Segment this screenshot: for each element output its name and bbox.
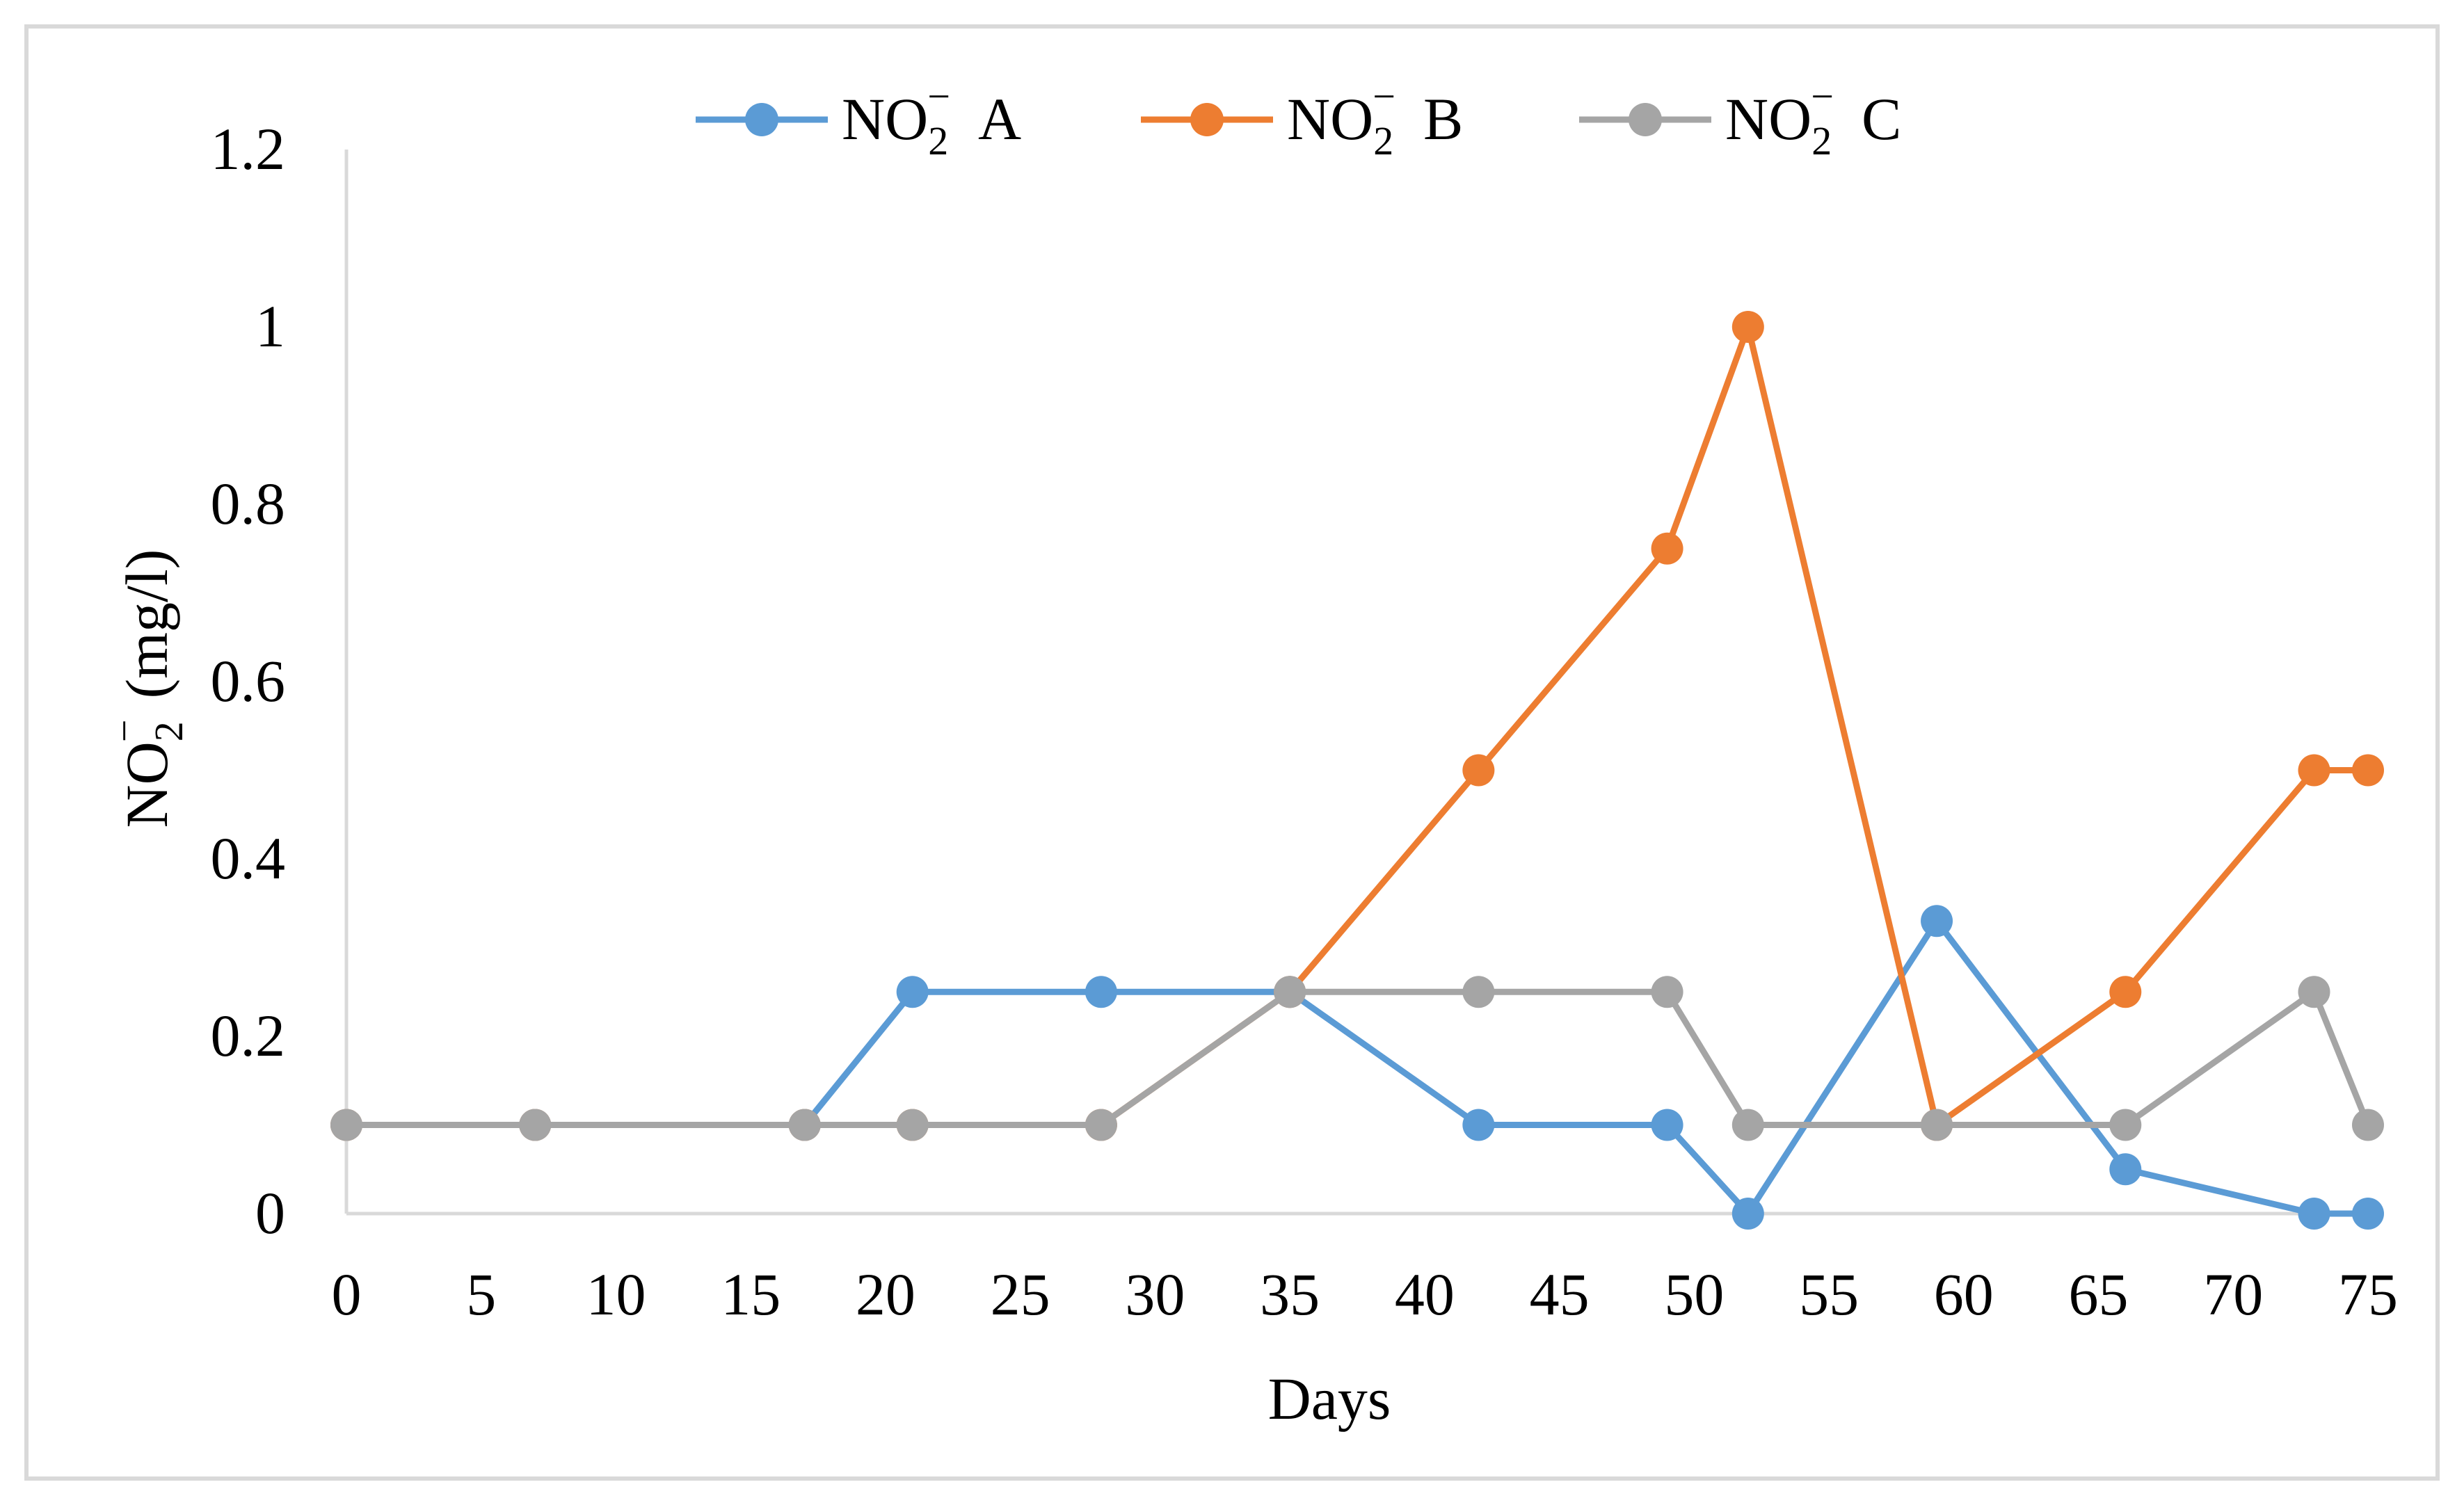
y-tick-label: 0.8 [211, 470, 286, 537]
data-point [1651, 1109, 1683, 1141]
legend-marker [1190, 103, 1224, 136]
data-point [2298, 754, 2330, 787]
data-point [1921, 905, 1953, 937]
data-point [896, 976, 929, 1008]
x-tick-label: 20 [856, 1261, 915, 1328]
x-tick-label: 15 [721, 1261, 781, 1328]
legend-entry: NO2− A [696, 74, 1021, 163]
data-point [330, 1109, 362, 1141]
x-tick-label: 5 [466, 1261, 496, 1328]
y-axis-title: NO2− (mg/l) [102, 549, 191, 828]
x-tick-labels: 0 5 10 15 20 25 30 35 40 45 50 55 60 65 70 75 [332, 1261, 2399, 1328]
x-tick-label: 0 [332, 1261, 362, 1328]
data-point [1462, 976, 1495, 1008]
data-point [788, 1109, 821, 1141]
y-axis-title-sup: − [102, 720, 147, 743]
legend: NO2− A NO2− B NO2− C [696, 74, 1901, 163]
legend-marker [745, 103, 778, 136]
x-tick-label: 30 [1125, 1261, 1185, 1328]
x-tick-label: 10 [586, 1261, 646, 1328]
x-tick-label: 55 [1799, 1261, 1859, 1328]
data-point [1274, 976, 1306, 1008]
y-axis-title-units: (mg/l) [113, 549, 180, 699]
y-tick-label: 1.2 [211, 115, 286, 182]
data-point [1651, 976, 1683, 1008]
data-point [1085, 976, 1117, 1008]
legend-entry: NO2− B [1141, 74, 1463, 163]
legend-marker [1629, 103, 1662, 136]
legend-label: NO2− B [1287, 74, 1463, 163]
y-axis-title-sub: 2 [146, 721, 191, 741]
data-point [1731, 1109, 1764, 1141]
data-point [1462, 1109, 1495, 1141]
data-point [1651, 532, 1683, 565]
chart-frame [24, 24, 2440, 1481]
data-point [2298, 1198, 2330, 1230]
y-axis-title-base: NO [113, 741, 180, 828]
data-point [1731, 1198, 1764, 1230]
x-tick-label: 25 [991, 1261, 1050, 1328]
x-tick-label: 75 [2338, 1261, 2398, 1328]
data-point [896, 1109, 929, 1141]
y-tick-label: 0.2 [211, 1002, 286, 1069]
data-point [2109, 1109, 2142, 1141]
data-point [1085, 1109, 1117, 1141]
x-tick-label: 60 [1934, 1261, 1994, 1328]
data-point [1462, 754, 1495, 787]
y-tick-label: 0 [255, 1180, 285, 1246]
data-point [2352, 1198, 2384, 1230]
x-tick-label: 40 [1395, 1261, 1455, 1328]
legend-entry: NO2− C [1579, 74, 1901, 163]
y-tick-label: 0.4 [211, 825, 286, 892]
data-point [2352, 754, 2384, 787]
series-layer [330, 311, 2384, 1230]
x-tick-label: 35 [1260, 1261, 1320, 1328]
data-point [519, 1109, 552, 1141]
x-axis-title: Days [1268, 1365, 1391, 1432]
data-point [2352, 1109, 2384, 1141]
y-tick-label: 1 [255, 293, 285, 360]
x-tick-label: 45 [1530, 1261, 1590, 1328]
data-point [1731, 311, 1764, 343]
x-tick-label: 50 [1664, 1261, 1724, 1328]
y-tick-label: 0.6 [211, 647, 286, 714]
data-point [1921, 1109, 1953, 1141]
data-point [2298, 976, 2330, 1008]
data-point [2109, 1153, 2142, 1186]
legend-label: NO2− A [842, 74, 1021, 163]
x-tick-label: 65 [2069, 1261, 2129, 1328]
series-c [330, 976, 2384, 1141]
legend-label: NO2− C [1725, 74, 1901, 163]
data-point [2109, 976, 2142, 1008]
x-tick-label: 70 [2203, 1261, 2263, 1328]
y-tick-labels: 0 0.2 0.4 0.6 0.8 1 1.2 [211, 115, 286, 1246]
